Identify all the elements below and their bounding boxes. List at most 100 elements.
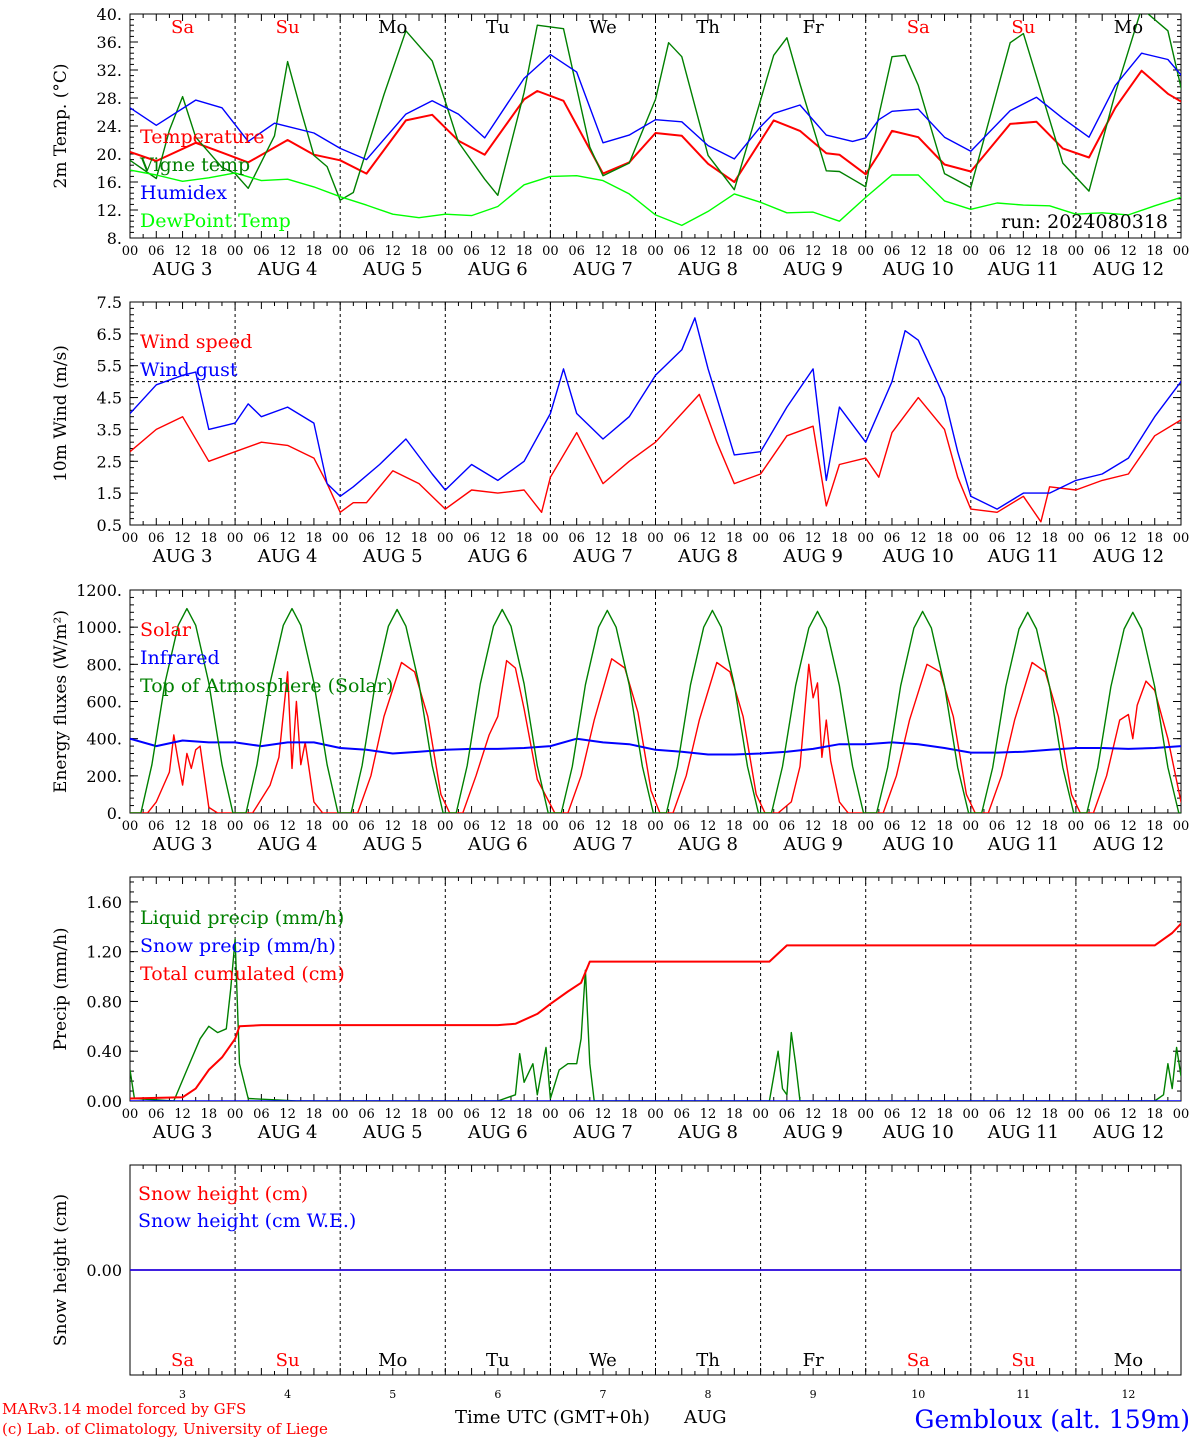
hour-tick-label: 12 bbox=[700, 819, 717, 834]
hour-tick-label: 12 bbox=[1120, 244, 1137, 259]
hour-tick-label: 06 bbox=[989, 244, 1006, 259]
date-label: AUG 10 bbox=[882, 546, 954, 567]
y-tick-label: 1200. bbox=[76, 581, 122, 600]
hour-tick-label: 00 bbox=[752, 1107, 769, 1122]
series-line-solar bbox=[130, 658, 1181, 813]
y-tick-label: 12. bbox=[97, 201, 122, 220]
hour-tick-label: 06 bbox=[463, 531, 480, 546]
date-label: AUG 9 bbox=[782, 1122, 843, 1143]
y-tick-label: 28. bbox=[97, 89, 122, 108]
y-axis-label: 2m Temp. (°C) bbox=[51, 63, 71, 188]
hour-tick-label: 12 bbox=[910, 244, 927, 259]
hour-tick-label: 18 bbox=[1041, 819, 1058, 834]
hour-tick-label: 00 bbox=[227, 819, 244, 834]
day-number-label: 8 bbox=[705, 1388, 712, 1401]
hour-tick-label: 06 bbox=[358, 1107, 375, 1122]
hour-tick-label: 06 bbox=[1094, 244, 1111, 259]
panel-4: 0.00 0.40 0.80 1.20 1.60 Precip (mm/h) Liquid … bbox=[51, 876, 1189, 1143]
hour-tick-label: 00 bbox=[857, 531, 874, 546]
hour-tick-label: 00 bbox=[122, 819, 139, 834]
hour-tick-label: 00 bbox=[542, 531, 559, 546]
y-tick-label: 20. bbox=[97, 145, 122, 164]
day-number-label: 10 bbox=[911, 1388, 925, 1401]
hour-tick-label: 06 bbox=[358, 531, 375, 546]
hour-tick-label: 18 bbox=[831, 531, 848, 546]
hour-tick-label: 12 bbox=[490, 1107, 507, 1122]
hour-tick-label: 06 bbox=[463, 819, 480, 834]
hour-tick-label: 18 bbox=[621, 531, 638, 546]
hour-tick-label: 06 bbox=[253, 1107, 270, 1122]
hour-tick-label: 06 bbox=[674, 531, 691, 546]
hour-tick-label: 18 bbox=[306, 531, 323, 546]
date-label: AUG 5 bbox=[362, 834, 423, 855]
hour-tick-label: 12 bbox=[384, 244, 401, 259]
hour-tick-label: 00 bbox=[647, 531, 664, 546]
hour-tick-label: 18 bbox=[936, 819, 953, 834]
series-line-wind-speed bbox=[130, 393, 1181, 523]
date-label: AUG 6 bbox=[467, 834, 528, 855]
hour-tick-label: 00 bbox=[227, 244, 244, 259]
hour-tick-label: 06 bbox=[148, 1107, 165, 1122]
hour-tick-label: 06 bbox=[463, 244, 480, 259]
day-number-label: 5 bbox=[389, 1388, 396, 1401]
day-of-week-bottom: Sa Su Mo Tu We Th Fr Sa Su Mo bbox=[171, 1350, 1143, 1371]
hour-tick-label: 12 bbox=[490, 531, 507, 546]
hour-tick-label: 12 bbox=[1120, 1107, 1137, 1122]
y-tick-label: 6.5 bbox=[97, 325, 122, 344]
day-of-week-label: Fr bbox=[803, 1350, 824, 1371]
hour-tick-label: 00 bbox=[542, 1107, 559, 1122]
hour-tick-label: 00 bbox=[332, 244, 349, 259]
hour-tick-label: 12 bbox=[910, 819, 927, 834]
hour-tick-label: 18 bbox=[936, 244, 953, 259]
date-label: AUG 10 bbox=[882, 834, 954, 855]
hour-tick-label: 18 bbox=[1146, 244, 1163, 259]
hour-tick-label: 06 bbox=[989, 819, 1006, 834]
day-of-week-label: Mo bbox=[378, 1350, 407, 1371]
date-label: AUG 4 bbox=[257, 834, 318, 855]
hour-tick-label: 00 bbox=[647, 1107, 664, 1122]
hour-tick-label: 06 bbox=[568, 244, 585, 259]
y-tick-label: 1.20 bbox=[86, 943, 122, 962]
copyright: (c) Lab. of Climatology, University of L… bbox=[2, 1420, 328, 1438]
series-line-wind-gust bbox=[130, 317, 1181, 510]
hour-tick-label: 18 bbox=[1146, 531, 1163, 546]
y-tick-label: 2.5 bbox=[97, 452, 122, 471]
date-label: AUG 6 bbox=[467, 1122, 528, 1143]
hour-tick-label: 06 bbox=[1094, 1107, 1111, 1122]
hour-tick-label: 18 bbox=[726, 1107, 743, 1122]
hour-tick-label: 06 bbox=[358, 819, 375, 834]
hour-tick-label: 00 bbox=[647, 244, 664, 259]
hour-tick-label: 06 bbox=[253, 244, 270, 259]
panel-2: 0.5 1.5 2.5 3.5 4.5 5.5 6.5 7.5 10m Wind (m/s) Wi… bbox=[51, 293, 1189, 567]
hour-tick-label: 18 bbox=[1146, 1107, 1163, 1122]
hour-tick-label: 18 bbox=[411, 531, 428, 546]
station-label: Gembloux (alt. 159m) bbox=[915, 1405, 1190, 1434]
date-label: AUG 11 bbox=[987, 1122, 1059, 1143]
hour-tick-label: 00 bbox=[437, 819, 454, 834]
hour-tick-label: 12 bbox=[805, 531, 822, 546]
panel-frame bbox=[129, 301, 1182, 526]
day-number-label: 6 bbox=[494, 1388, 501, 1401]
date-label: AUG 10 bbox=[882, 259, 954, 280]
hour-tick-label: 12 bbox=[910, 531, 927, 546]
hour-tick-label: 18 bbox=[1041, 531, 1058, 546]
y-axis-label: 10m Wind (m/s) bbox=[51, 345, 71, 482]
date-label: AUG 9 bbox=[782, 259, 843, 280]
y-tick-label: 0.00 bbox=[86, 1261, 122, 1280]
date-label: AUG 7 bbox=[572, 834, 633, 855]
hour-tick-label: 18 bbox=[306, 1107, 323, 1122]
hour-tick-label: 06 bbox=[779, 531, 796, 546]
hour-tick-label: 12 bbox=[174, 819, 191, 834]
hour-tick-label: 00 bbox=[437, 244, 454, 259]
date-label: AUG 8 bbox=[677, 259, 738, 280]
hour-tick-label: 12 bbox=[1120, 531, 1137, 546]
day-of-week-label: Sa bbox=[171, 1350, 194, 1371]
hour-tick-label: 06 bbox=[989, 531, 1006, 546]
legend-entry: Total cumulated (cm) bbox=[140, 963, 345, 985]
hour-tick-label: 18 bbox=[936, 531, 953, 546]
y-tick-label: 36. bbox=[97, 33, 122, 52]
hour-tick-label: 12 bbox=[490, 244, 507, 259]
legend-entry: Infrared bbox=[140, 647, 220, 669]
day-of-week-label: Th bbox=[696, 1350, 720, 1371]
hour-tick-label: 18 bbox=[201, 1107, 218, 1122]
